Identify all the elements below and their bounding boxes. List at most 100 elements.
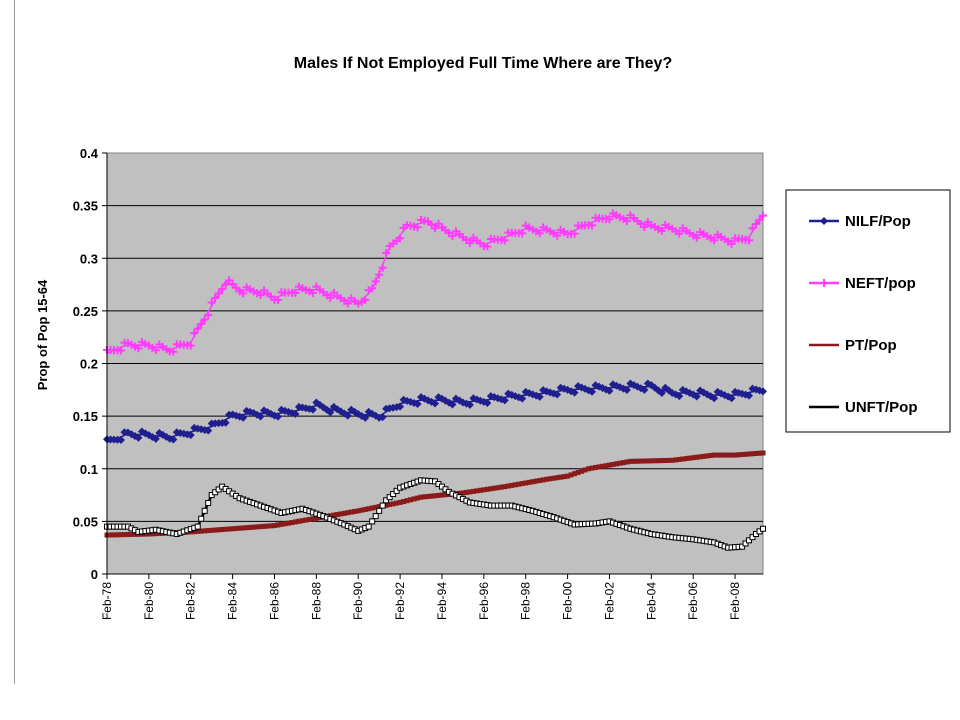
data-point xyxy=(396,402,405,411)
data-point xyxy=(285,520,291,526)
left-border-line xyxy=(14,0,15,684)
legend-marker-neft-pop xyxy=(820,279,828,287)
data-point xyxy=(121,532,127,538)
data-point xyxy=(216,527,222,533)
data-point xyxy=(408,497,414,503)
data-point xyxy=(355,508,361,514)
data-point xyxy=(622,217,631,226)
data-point xyxy=(233,525,239,531)
data-point xyxy=(588,387,597,396)
data-point xyxy=(624,459,630,465)
data-point xyxy=(465,238,474,247)
y-axis-label: Prop of Pop 15-64 xyxy=(35,279,50,390)
data-point xyxy=(535,392,544,401)
y-tick-label: 0.05 xyxy=(73,514,98,529)
data-point xyxy=(195,528,201,534)
x-axis-ticks: Feb-78 Feb-80 Feb-82 Feb-84 Feb-86 Feb-88 Feb-… xyxy=(100,574,742,620)
data-point xyxy=(694,454,700,460)
data-point xyxy=(593,465,599,471)
data-point xyxy=(683,456,689,462)
data-point xyxy=(657,388,666,397)
data-point xyxy=(512,482,518,488)
data-point xyxy=(732,452,738,458)
data-point xyxy=(289,520,295,526)
data-point xyxy=(378,263,387,272)
data-point xyxy=(214,289,223,298)
data-point xyxy=(193,324,202,333)
data-point xyxy=(413,400,422,409)
data-point xyxy=(218,285,227,294)
data-point xyxy=(568,472,574,478)
data-point xyxy=(299,518,305,524)
x-tick-label: Feb-96 xyxy=(477,582,491,620)
data-point xyxy=(291,410,300,419)
data-point xyxy=(348,509,354,515)
data-point xyxy=(535,229,544,238)
data-point xyxy=(376,507,383,514)
data-point xyxy=(308,288,317,297)
data-point xyxy=(387,502,393,508)
x-tick-label: Feb-06 xyxy=(686,582,700,620)
data-point xyxy=(393,487,400,494)
data-point xyxy=(460,490,466,496)
x-tick-label: Feb-00 xyxy=(561,582,575,620)
data-point xyxy=(256,291,265,300)
data-point xyxy=(361,295,370,304)
data-point xyxy=(390,501,396,507)
data-point xyxy=(202,528,208,534)
data-point xyxy=(151,434,160,443)
data-point xyxy=(572,471,578,477)
data-point xyxy=(448,400,457,409)
y-axis-ticks: 0 0.05 0.1 0.15 0.2 0.25 0.3 0.35 0.4 xyxy=(73,146,107,582)
data-point xyxy=(498,484,504,490)
x-tick-label: Feb-80 xyxy=(142,582,156,620)
data-point xyxy=(465,400,474,409)
data-point xyxy=(477,487,483,493)
data-point xyxy=(425,493,431,499)
data-point xyxy=(488,486,494,492)
data-point xyxy=(303,517,309,523)
data-point xyxy=(509,482,515,488)
data-point xyxy=(757,450,763,456)
data-point xyxy=(201,507,208,514)
data-point xyxy=(221,418,230,427)
data-point xyxy=(219,527,225,533)
series-unft-pop xyxy=(104,477,766,551)
data-point xyxy=(727,239,736,248)
data-point xyxy=(190,329,199,338)
data-point xyxy=(710,236,719,245)
data-point xyxy=(114,532,120,538)
data-point xyxy=(692,233,701,242)
data-point xyxy=(739,543,746,550)
y-tick-label: 0.1 xyxy=(80,462,98,477)
data-point xyxy=(603,463,609,469)
data-point xyxy=(439,492,445,498)
data-point xyxy=(378,413,387,422)
data-point xyxy=(373,504,379,510)
data-point xyxy=(613,461,619,467)
data-point xyxy=(368,284,377,293)
data-point xyxy=(153,531,159,537)
data-point xyxy=(708,453,714,459)
data-point xyxy=(634,458,640,464)
data-point xyxy=(435,492,441,498)
data-point xyxy=(247,524,253,530)
data-point xyxy=(727,394,736,403)
x-tick-label: Feb-98 xyxy=(519,582,533,620)
data-point xyxy=(254,524,260,530)
series-nilf-pop xyxy=(103,379,767,444)
x-tick-label: Feb-82 xyxy=(184,582,198,620)
data-point xyxy=(666,457,672,463)
legend-label-unft-pop: UNFT/Pop xyxy=(845,399,918,416)
data-point xyxy=(442,492,448,498)
data-point xyxy=(107,532,113,538)
data-point xyxy=(745,236,754,245)
data-point xyxy=(627,458,633,464)
data-point xyxy=(327,513,333,519)
data-point xyxy=(710,394,719,403)
y-tick-label: 0.4 xyxy=(80,146,99,161)
data-point xyxy=(570,388,579,397)
data-point xyxy=(362,506,368,512)
data-point xyxy=(690,455,696,461)
data-point xyxy=(540,477,546,483)
